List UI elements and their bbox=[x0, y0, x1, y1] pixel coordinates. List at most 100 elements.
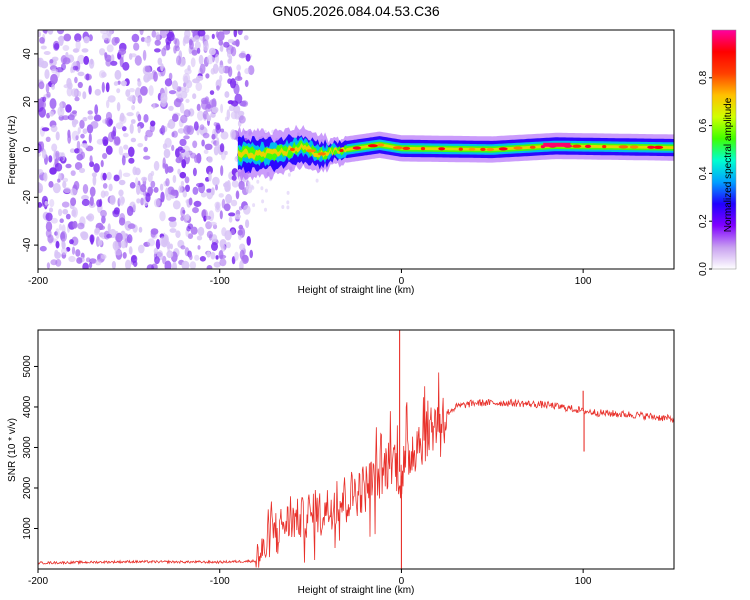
noise-speckle bbox=[131, 33, 140, 43]
trace-hotspot bbox=[513, 146, 523, 150]
noise-speckle bbox=[238, 180, 245, 190]
noise-speckle bbox=[128, 94, 137, 103]
trace-hotspot bbox=[584, 144, 592, 148]
noise-speckle bbox=[126, 112, 134, 117]
noise-speckle bbox=[203, 40, 209, 52]
noise-speckle bbox=[137, 94, 143, 104]
noise-speckle bbox=[143, 155, 151, 160]
noise-speckle bbox=[234, 111, 240, 120]
noise-speckle bbox=[139, 30, 144, 36]
noise-speckle bbox=[58, 208, 63, 217]
noise-speckle bbox=[160, 92, 168, 104]
trace-hotspot bbox=[647, 145, 655, 149]
trace-hotspot bbox=[317, 152, 326, 156]
noise-speckle bbox=[49, 59, 54, 64]
noise-speckle bbox=[52, 183, 61, 194]
noise-speckle bbox=[191, 49, 198, 56]
noise-speckle bbox=[38, 169, 44, 175]
noise-speckle bbox=[201, 139, 205, 147]
noise-speckle bbox=[71, 88, 78, 97]
noise-speckle bbox=[137, 143, 144, 148]
noise-speckle bbox=[62, 181, 67, 189]
noise-speckle bbox=[75, 39, 81, 51]
noise-speckle bbox=[239, 260, 244, 269]
noise-speckle bbox=[187, 233, 194, 240]
trace-hotspot bbox=[486, 147, 494, 152]
noise-speckle bbox=[197, 30, 206, 37]
noise-speckle bbox=[202, 132, 210, 139]
noise-speckle bbox=[165, 187, 169, 198]
noise-speckle bbox=[140, 197, 145, 206]
y-tick-label: -20 bbox=[22, 190, 33, 205]
noise-speckle bbox=[196, 47, 201, 54]
noise-speckle bbox=[160, 191, 165, 203]
noise-speckle bbox=[148, 85, 154, 96]
noise-speckle bbox=[163, 148, 171, 159]
snr-frame bbox=[37, 329, 675, 570]
noise-speckle bbox=[157, 57, 163, 66]
noise-speckle bbox=[45, 83, 50, 94]
noise-speckle bbox=[220, 128, 225, 133]
noise-speckle bbox=[196, 235, 203, 241]
noise-speckle bbox=[106, 44, 114, 53]
noise-speckle bbox=[315, 178, 319, 183]
spectrogram-noise-region bbox=[38, 30, 324, 269]
noise-speckle bbox=[108, 183, 113, 192]
colorbar-tick-label: 0.0 bbox=[698, 262, 709, 276]
noise-speckle bbox=[219, 143, 225, 153]
noise-speckle bbox=[137, 80, 142, 87]
x-tick-label: 100 bbox=[575, 276, 592, 287]
noise-speckle bbox=[106, 99, 110, 109]
noise-speckle bbox=[192, 186, 199, 195]
noise-speckle bbox=[196, 182, 204, 188]
noise-speckle bbox=[38, 81, 45, 90]
noise-speckle bbox=[147, 186, 154, 195]
noise-speckle bbox=[82, 91, 87, 100]
noise-speckle bbox=[38, 202, 43, 208]
noise-speckle bbox=[248, 65, 255, 76]
noise-speckle bbox=[190, 226, 198, 235]
noise-speckle bbox=[228, 212, 236, 217]
noise-speckle bbox=[118, 189, 124, 197]
noise-speckle bbox=[57, 156, 64, 162]
noise-speckle bbox=[194, 254, 200, 261]
noise-speckle bbox=[231, 180, 239, 188]
noise-speckle bbox=[237, 30, 243, 36]
noise-speckle bbox=[147, 238, 156, 247]
noise-speckle bbox=[261, 199, 265, 204]
colorbar-tick-label: 0.2 bbox=[698, 214, 709, 228]
x-tick-label: 100 bbox=[575, 576, 592, 587]
noise-speckle bbox=[183, 135, 190, 140]
noise-speckle bbox=[126, 234, 133, 244]
noise-speckle bbox=[211, 133, 216, 140]
noise-speckle bbox=[140, 37, 146, 42]
noise-speckle bbox=[69, 148, 76, 153]
noise-speckle bbox=[227, 58, 232, 64]
noise-speckle bbox=[197, 245, 201, 250]
noise-speckle bbox=[99, 232, 105, 238]
noise-speckle bbox=[94, 88, 102, 96]
noise-speckle bbox=[168, 72, 173, 81]
noise-speckle bbox=[111, 130, 116, 140]
noise-speckle bbox=[185, 213, 190, 221]
noise-speckle bbox=[264, 188, 268, 193]
noise-speckle bbox=[220, 103, 224, 114]
noise-speckle bbox=[226, 241, 231, 249]
noise-speckle bbox=[119, 115, 127, 124]
noise-speckle bbox=[256, 179, 260, 184]
noise-speckle bbox=[151, 30, 157, 38]
noise-speckle bbox=[211, 98, 217, 109]
y-tick-label: 2000 bbox=[22, 476, 33, 499]
noise-speckle bbox=[48, 181, 54, 188]
noise-speckle bbox=[38, 31, 42, 38]
noise-speckle bbox=[43, 51, 51, 55]
noise-speckle bbox=[128, 246, 133, 255]
noise-speckle bbox=[85, 73, 90, 81]
noise-speckle bbox=[244, 68, 250, 75]
noise-speckle bbox=[135, 177, 139, 188]
noise-speckle bbox=[116, 102, 121, 112]
noise-speckle bbox=[45, 221, 53, 232]
noise-speckle bbox=[244, 79, 249, 88]
noise-speckle bbox=[162, 255, 167, 265]
noise-speckle bbox=[61, 201, 70, 208]
